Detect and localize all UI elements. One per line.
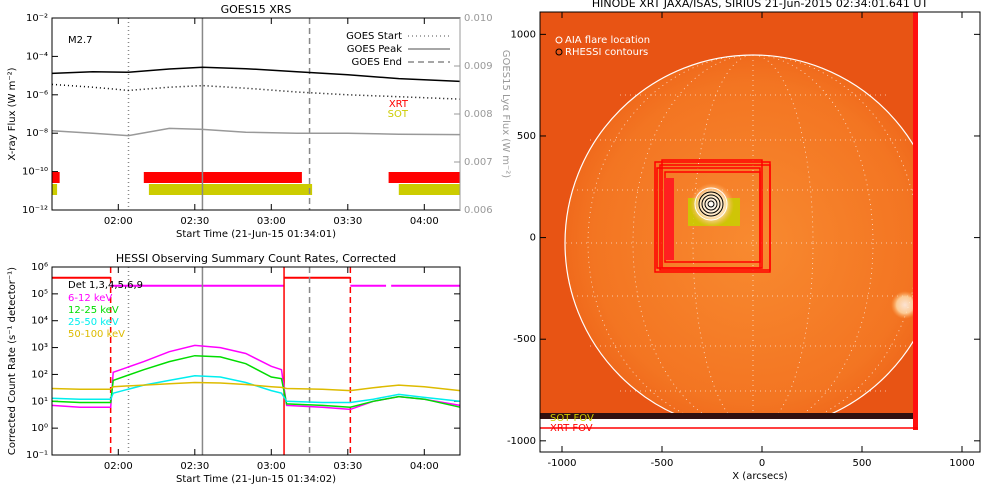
y-tick-label: 10² <box>31 369 48 380</box>
coverage-bar <box>143 172 302 183</box>
y-tick-label: 10⁻² <box>26 13 48 24</box>
y2-tick-label: 0.010 <box>464 13 493 24</box>
x-tick-label: 02:00 <box>104 216 133 227</box>
chart-panel: GOES15 XRS 02:00 02:30 03:00 03:30 04:00 Start… <box>7 3 511 240</box>
aia-flare-location <box>694 187 728 221</box>
y-tick-label: -500 <box>513 334 536 345</box>
x-tick-label: 02:30 <box>180 216 209 227</box>
legend-label: SOT FOV <box>550 413 594 424</box>
x-tick-label: 03:30 <box>333 461 362 472</box>
coverage-bar <box>52 172 60 183</box>
legend-label: 12-25 keV <box>68 305 119 316</box>
y2-tick-label: 0.008 <box>464 109 493 120</box>
legend-symbol <box>555 48 563 56</box>
coverage-bar <box>398 184 460 195</box>
plot-frame <box>539 11 981 453</box>
legend-label: AIA flare location <box>565 35 650 46</box>
y2-tick-label: 0.009 <box>464 61 493 72</box>
y2-axis-label: GOES15 Lyα Flux (W m⁻²) <box>500 50 511 178</box>
y-tick-label: 10³ <box>31 343 48 354</box>
coverage-label: XRT <box>389 99 409 110</box>
legend-label: 6-12 keV <box>68 293 112 304</box>
x-axis-label: X (arcsecs) <box>732 471 788 482</box>
y-tick-label: -1000 <box>507 436 536 447</box>
x-tick-label: 04:00 <box>410 461 439 472</box>
x-tick-label: 500 <box>852 458 871 469</box>
chart-title: GOES15 XRS <box>221 3 292 16</box>
y2-tick-label: 0.006 <box>464 205 493 216</box>
y-tick-label: 10⁻¹² <box>22 205 48 216</box>
image-bottom-band <box>540 413 913 419</box>
y-tick-label: 500 <box>517 131 536 142</box>
x-tick-label: 0 <box>759 458 765 469</box>
y-axis-label: Corrected Count Rate (s⁻¹ detector⁻¹) <box>7 267 18 455</box>
plot-frame <box>51 266 461 456</box>
x-tick-label: -500 <box>651 458 674 469</box>
legend-title: Det 1,3,4,5,6,9 <box>68 280 143 291</box>
x-tick-label: 03:00 <box>257 216 286 227</box>
xrt-fov-edge <box>913 12 918 430</box>
y-tick-label: 10⁴ <box>31 316 48 327</box>
legend-label: 25-50 keV <box>68 317 119 328</box>
coverage-bar <box>148 184 313 195</box>
chart-panel: HINODE XRT JAXA/ISAS, SIRIUS 21-Jun-2015… <box>507 0 981 482</box>
annotation: M2.7 <box>68 35 93 46</box>
x-tick-label: 02:00 <box>104 461 133 472</box>
data-line <box>51 354 461 408</box>
y-tick-label: 1000 <box>511 29 536 40</box>
x-tick-label: 04:00 <box>410 216 439 227</box>
legend-label: GOES End <box>352 57 402 68</box>
data-line <box>51 374 461 404</box>
x-tick-label: 03:00 <box>257 461 286 472</box>
y2-tick-label: 0.007 <box>464 157 493 168</box>
y-tick-label: 10⁶ <box>31 262 48 273</box>
data-line <box>51 344 461 411</box>
data-line <box>51 381 461 392</box>
legend-label: GOES Peak <box>347 44 402 55</box>
y-tick-label: 10⁻¹⁰ <box>22 167 48 178</box>
chart-panel: HESSI Observing Summary Count Rates, Cor… <box>7 252 461 485</box>
legend-label: RHESSI contours <box>565 47 648 58</box>
y-tick-label: 0 <box>530 233 536 244</box>
x-tick-label: -1000 <box>547 458 576 469</box>
y-tick-label: 10⁻⁸ <box>26 128 48 139</box>
coverage-label: SOT <box>388 109 409 120</box>
y-tick-label: 10¹ <box>31 396 48 407</box>
data-line <box>51 83 461 100</box>
coverage-bar <box>52 184 58 195</box>
x-tick-label: 02:30 <box>180 461 209 472</box>
solar-limb <box>564 54 913 415</box>
y-tick-label: 10⁻⁶ <box>26 90 48 101</box>
y-tick-label: 10⁻¹ <box>26 450 48 461</box>
solar-disk <box>565 55 913 415</box>
x-axis-label: Start Time (21-Jun-15 01:34:01) <box>176 229 336 240</box>
data-line <box>51 127 461 137</box>
legend-symbol <box>555 36 563 44</box>
xrt-image: AIA flare location RHESSI contours SOT F… <box>540 12 918 434</box>
y-tick-label: 10⁵ <box>31 289 48 300</box>
x-axis-label: Start Time (21-Jun-15 01:34:02) <box>176 474 336 485</box>
legend-label: 50-100 keV <box>68 329 125 340</box>
y-tick-label: 10⁻⁴ <box>26 51 48 62</box>
chart-title: HINODE XRT JAXA/ISAS, SIRIUS 21-Jun-2015… <box>592 0 929 10</box>
y-axis-label: X-ray Flux (W m⁻²) <box>7 67 18 160</box>
x-tick-label: 03:30 <box>333 216 362 227</box>
limb-brightening <box>891 291 913 319</box>
xrt-fov-fill <box>664 178 674 260</box>
coverage-bar <box>388 172 460 183</box>
x-tick-label: 1000 <box>949 458 974 469</box>
legend-label: GOES Start <box>346 31 402 42</box>
coordinate-grid <box>566 54 913 415</box>
data-line <box>51 66 461 83</box>
chart-title: HESSI Observing Summary Count Rates, Cor… <box>116 252 396 265</box>
rhessi-contours <box>698 191 724 217</box>
y-tick-label: 10⁰ <box>31 423 48 434</box>
legend-label: XRT FOV <box>550 423 593 434</box>
